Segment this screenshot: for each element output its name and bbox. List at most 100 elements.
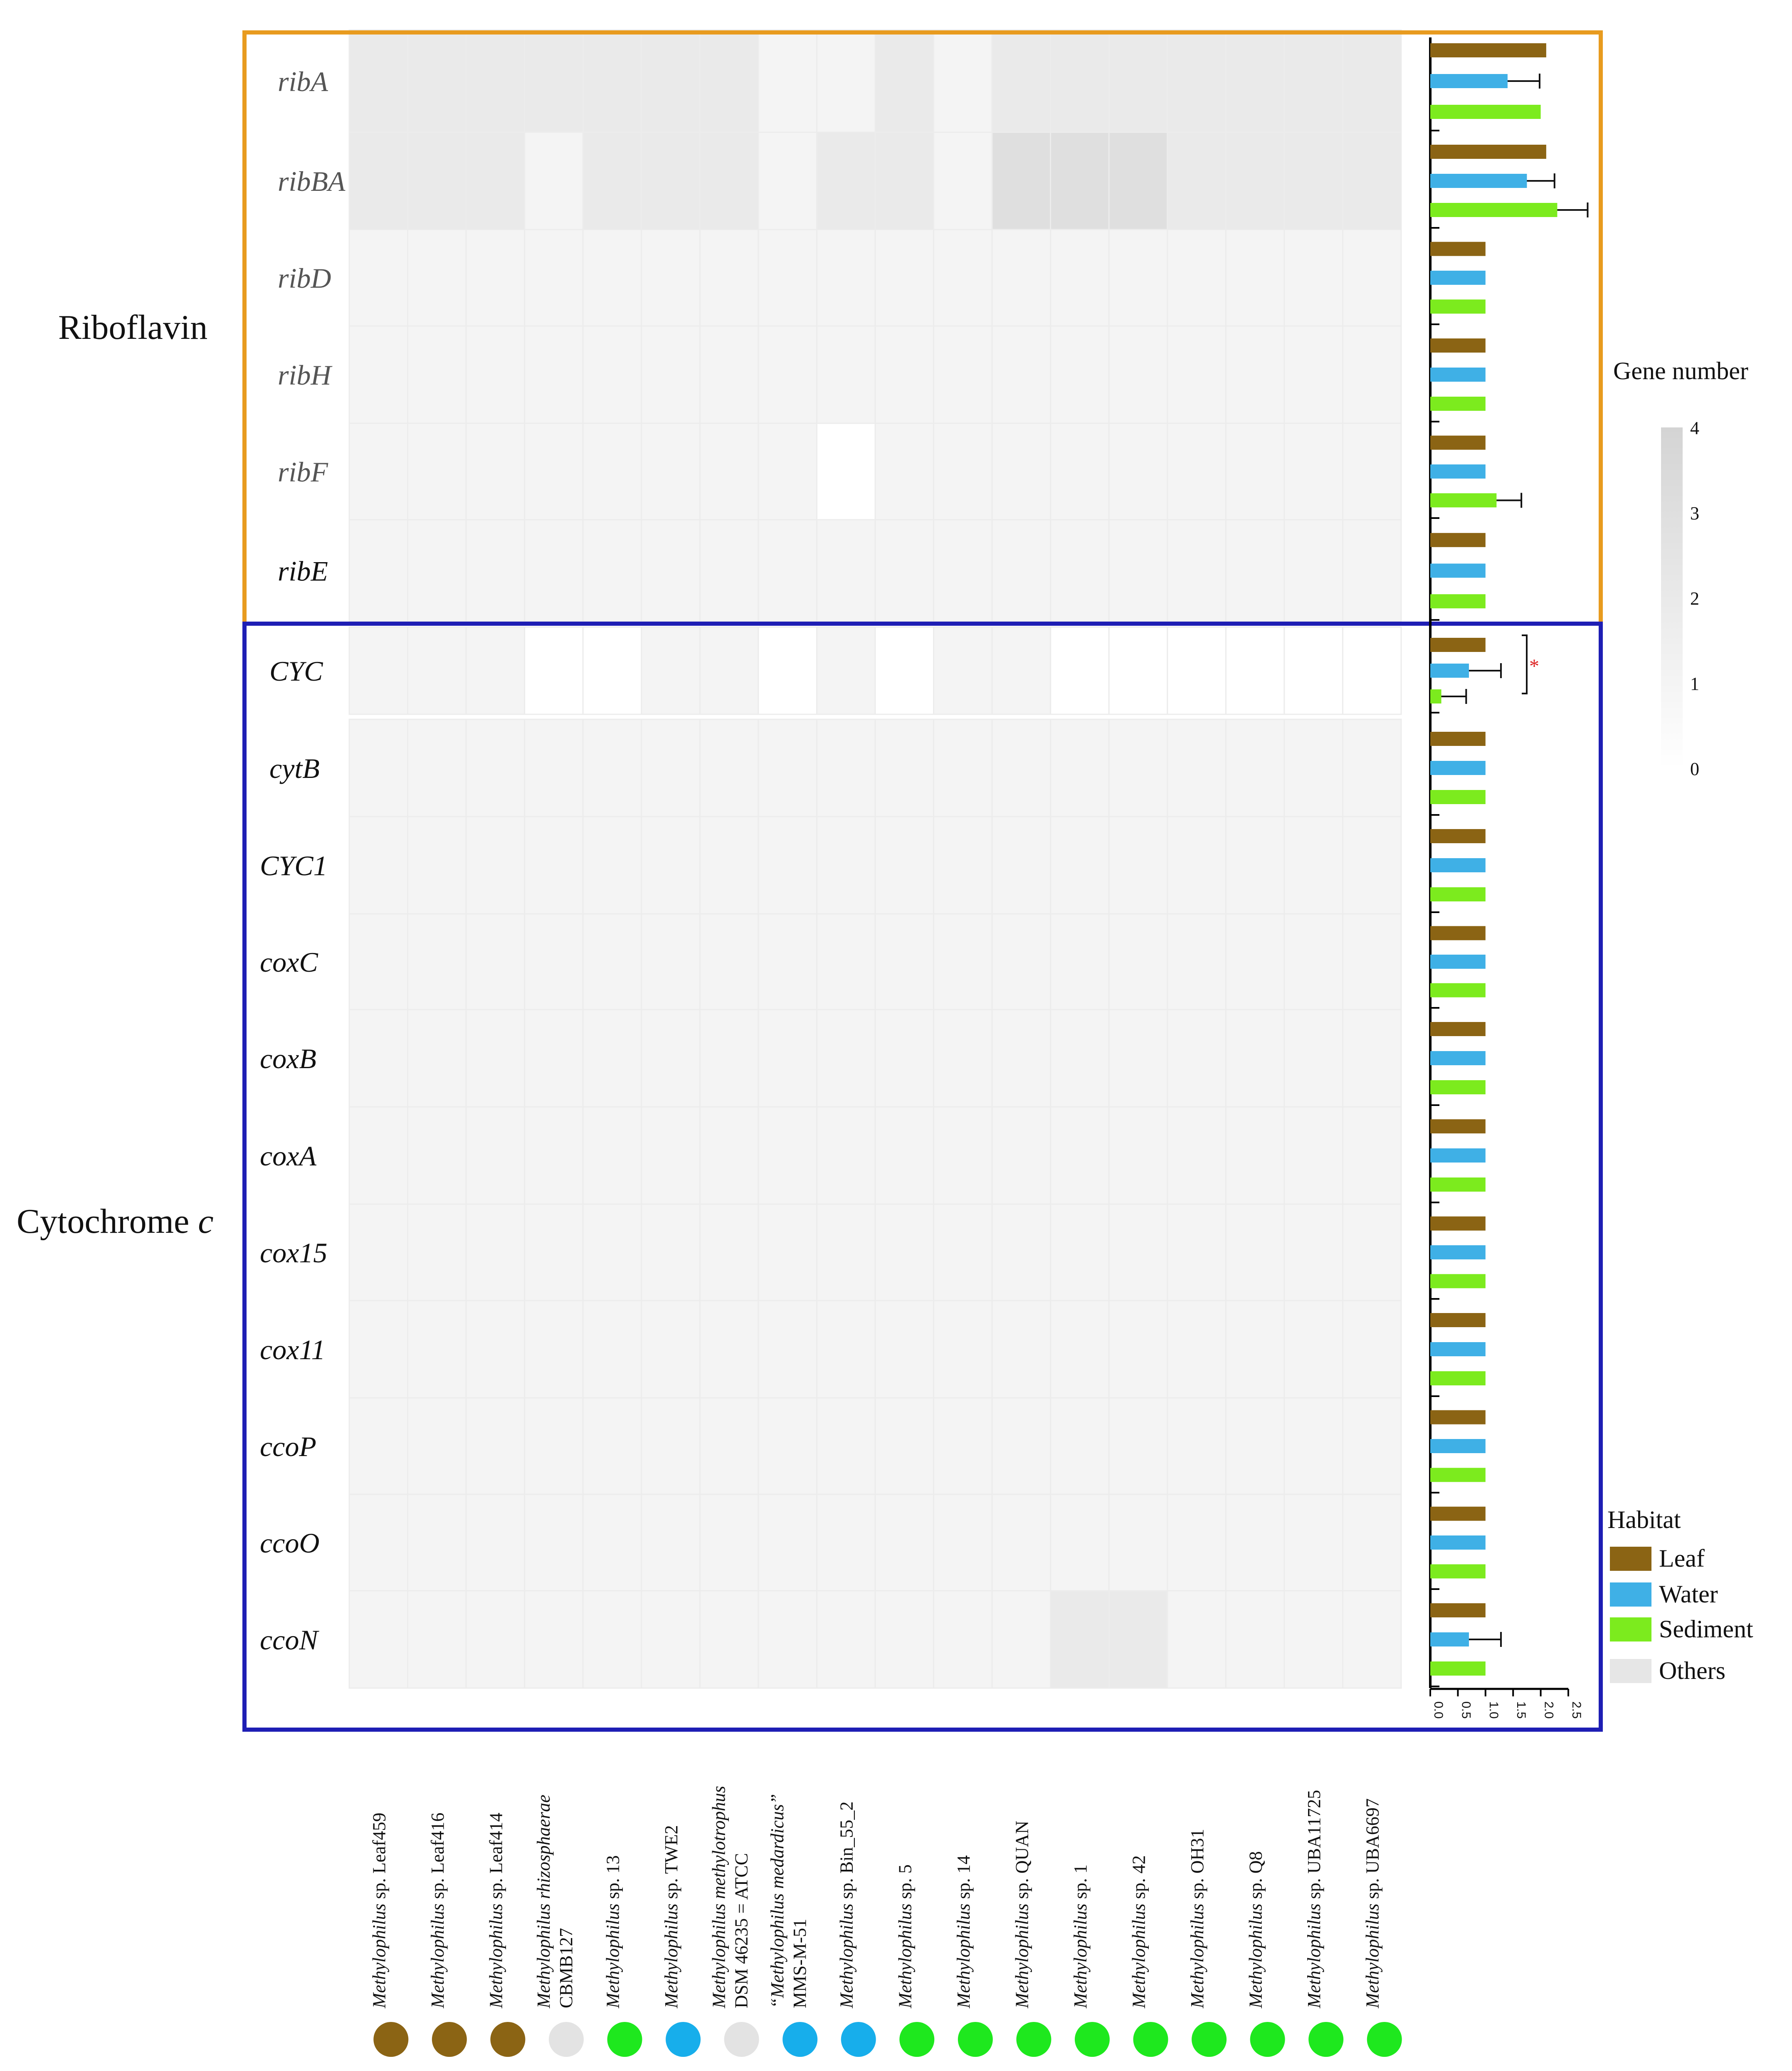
group-label-cytochrome-c: c bbox=[198, 1202, 213, 1241]
heatmap-cell-cytB-5 bbox=[582, 718, 642, 817]
heatmap-cell-coxC-15 bbox=[1167, 913, 1227, 1010]
group-label-riboflavin: Riboflavin bbox=[58, 308, 207, 347]
heatmap-cell-ribE-16 bbox=[1225, 519, 1285, 622]
strain-name: sp. 13 bbox=[603, 1855, 623, 1903]
heatmap-cell-ccoP-8 bbox=[758, 1397, 817, 1495]
gene-label-coxC: coxC bbox=[260, 946, 318, 978]
heatmap-cell-coxA-16 bbox=[1225, 1106, 1285, 1205]
heatmap-cell-ribF-7 bbox=[699, 422, 759, 521]
heatmap-cell-cox11-18 bbox=[1342, 1300, 1402, 1399]
heatmap-cell-cytB-10 bbox=[874, 718, 935, 817]
bar-CYC1-water bbox=[1430, 858, 1486, 872]
bar-CYC-water bbox=[1430, 664, 1469, 678]
heatmap-cell-cox15-5 bbox=[582, 1203, 642, 1301]
habitat-dot-sediment bbox=[958, 2022, 993, 2057]
heatmap-cell-ccoP-4 bbox=[524, 1397, 584, 1495]
heatmap-cell-ribE-12 bbox=[991, 519, 1052, 622]
heatmap-cell-ribA-9 bbox=[816, 29, 876, 133]
heatmap-cell-ribE-2 bbox=[407, 519, 467, 622]
bar-cytB-water bbox=[1430, 761, 1486, 775]
heatmap-cell-CYC-6 bbox=[641, 626, 701, 715]
bar-ccoP-sediment bbox=[1430, 1468, 1486, 1482]
heatmap-cell-CYC1-18 bbox=[1342, 816, 1402, 915]
legend-title: Habitat bbox=[1607, 1506, 1681, 1533]
heatmap-cell-coxB-7 bbox=[699, 1009, 759, 1108]
heatmap-cell-cytB-1 bbox=[348, 718, 409, 817]
heatmap-cell-cox15-4 bbox=[524, 1203, 584, 1301]
habitat-dot-sediment bbox=[1133, 2022, 1168, 2057]
heatmap-cell-CYC1-14 bbox=[1108, 816, 1168, 915]
heatmap-cell-coxA-13 bbox=[1050, 1106, 1110, 1205]
heatmap-cell-cytB-15 bbox=[1167, 718, 1227, 817]
heatmap-cell-ribH-4 bbox=[524, 325, 584, 424]
heatmap-cell-cox11-5 bbox=[582, 1300, 642, 1399]
habitat-dot-sediment bbox=[1074, 2022, 1110, 2057]
strain-genus: Methylophilus bbox=[427, 1903, 448, 2009]
significance-marker: * bbox=[1529, 655, 1539, 677]
bar-cox11-water bbox=[1430, 1342, 1486, 1356]
heatmap-cell-ccoO-14 bbox=[1108, 1493, 1168, 1592]
heatmap-cell-ribA-17 bbox=[1284, 29, 1343, 133]
heatmap-cell-CYC1-13 bbox=[1050, 816, 1110, 915]
heatmap-cell-ccoO-17 bbox=[1284, 1493, 1343, 1592]
heatmap-cell-coxB-3 bbox=[465, 1009, 526, 1108]
heatmap-cell-coxB-17 bbox=[1284, 1009, 1343, 1108]
heatmap-cell-cox15-11 bbox=[933, 1203, 993, 1301]
habitat-dot-sediment bbox=[1308, 2022, 1344, 2057]
heatmap-cell-coxA-7 bbox=[699, 1106, 759, 1205]
heatmap-cell-coxB-5 bbox=[582, 1009, 642, 1108]
heatmap-cell-CYC-2 bbox=[407, 626, 467, 715]
bar-coxC-sediment bbox=[1430, 983, 1486, 997]
gene-label-ccoN: ccoN bbox=[260, 1624, 319, 1656]
habitat-dot-leaf bbox=[490, 2022, 526, 2057]
heatmap-cell-CYC1-6 bbox=[641, 816, 701, 915]
heatmap-cell-CYC-12 bbox=[991, 626, 1052, 715]
bar-cox15-water bbox=[1430, 1245, 1486, 1259]
heatmap-cell-coxB-15 bbox=[1167, 1009, 1227, 1108]
heatmap-cell-CYC-3 bbox=[465, 626, 526, 715]
heatmap-cell-ribD-5 bbox=[582, 229, 642, 327]
heatmap-cell-CYC1-3 bbox=[465, 816, 526, 915]
heatmap-cell-ribE-9 bbox=[816, 519, 876, 622]
heatmap-cell-coxB-11 bbox=[933, 1009, 993, 1108]
bar-CYC-sediment bbox=[1430, 689, 1441, 703]
heatmap-cell-ccoO-2 bbox=[407, 1493, 467, 1592]
heatmap-cell-cytB-6 bbox=[641, 718, 701, 817]
heatmap-cell-CYC1-4 bbox=[524, 816, 584, 915]
heatmap-cell-ribH-12 bbox=[991, 325, 1052, 424]
heatmap-cell-ribBA-7 bbox=[699, 131, 759, 230]
strain-name: sp. TWE2 bbox=[661, 1825, 681, 1904]
habitat-dots bbox=[373, 2022, 1402, 2057]
bar-coxB-leaf bbox=[1430, 1022, 1486, 1036]
heatmap-cell-coxC-2 bbox=[407, 913, 467, 1010]
strain-genus: Methylophilus bbox=[661, 1903, 681, 2009]
heatmap-cell-CYC1-17 bbox=[1284, 816, 1343, 915]
gene-label-ribD: ribD bbox=[278, 262, 331, 294]
heatmap-cell-ccoP-15 bbox=[1167, 1397, 1227, 1495]
heatmap-cell-cox11-8 bbox=[758, 1300, 817, 1399]
heatmap-cell-ribA-18 bbox=[1342, 29, 1402, 133]
heatmap-cell-CYC-10 bbox=[874, 626, 935, 715]
colorbar-tick-4: 4 bbox=[1690, 418, 1699, 438]
heatmap-cell-cytB-17 bbox=[1284, 718, 1343, 817]
strain-name: sp. Leaf414 bbox=[486, 1813, 506, 1904]
heatmap-cell-coxA-5 bbox=[582, 1106, 642, 1205]
bar-cytB-leaf bbox=[1430, 732, 1486, 746]
bar-panel: * 0.0 0.5 1.0 1.5 2.0 2.5 bbox=[1429, 37, 1589, 1719]
strain-genus: “Methylophilus medardicus” bbox=[767, 1794, 787, 2008]
heatmap-cell-ccoN-14 bbox=[1108, 1590, 1168, 1689]
strain-label-10: Methylophilus sp. 5 bbox=[895, 1864, 915, 2009]
bar-ccoN-water bbox=[1430, 1632, 1469, 1646]
heatmap-cell-ribE-13 bbox=[1050, 519, 1110, 622]
heatmap-cell-coxA-2 bbox=[407, 1106, 467, 1205]
strain-label-13: Methylophilus sp. 1 bbox=[1070, 1864, 1091, 2009]
heatmap-cell-ccoN-11 bbox=[933, 1590, 993, 1689]
gene-label-ccoO: ccoO bbox=[260, 1527, 319, 1559]
heatmap-cell-CYC1-9 bbox=[816, 816, 876, 915]
heatmap-cell-ccoN-5 bbox=[582, 1590, 642, 1689]
heatmap-cell-ribH-16 bbox=[1225, 325, 1285, 424]
heatmap-cell-ribD-12 bbox=[991, 229, 1052, 327]
habitat-dot-others bbox=[724, 2022, 759, 2057]
strain-label-line2-8: MMS-M-51 bbox=[790, 1919, 810, 2008]
heatmap-cell-coxA-3 bbox=[465, 1106, 526, 1205]
